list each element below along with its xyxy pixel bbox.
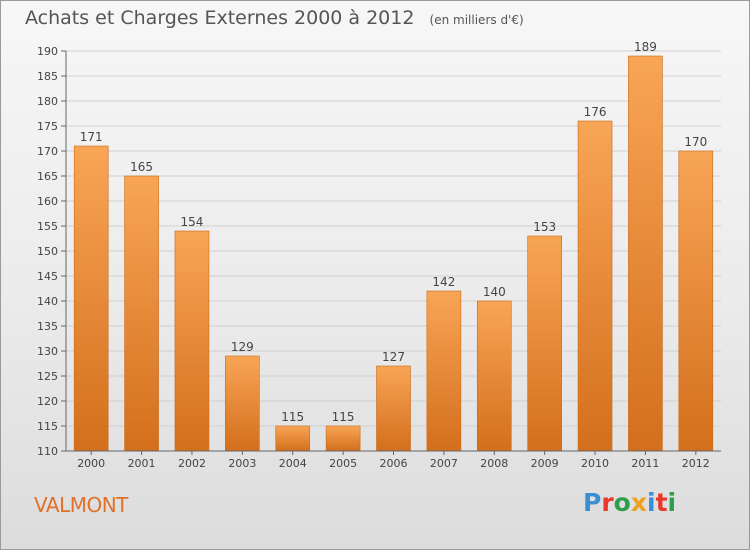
x-tick-label-2007: 2007 — [430, 457, 458, 470]
x-tick-label-2001: 2001 — [128, 457, 156, 470]
axes — [61, 50, 721, 455]
logo-letter: o — [613, 488, 631, 517]
labels: 110 115 120 125 130 135 140 145 150 155 160 165 170 1… — [37, 40, 710, 470]
value-label-2012: 170 — [684, 135, 707, 149]
value-label-2010: 176 — [584, 105, 607, 119]
bar-2003 — [225, 355, 260, 452]
y-tick-label: 170 — [37, 145, 58, 158]
bar-2000 — [73, 145, 109, 452]
x-tick-label-2006: 2006 — [380, 457, 408, 470]
x-tick-label-2011: 2011 — [631, 457, 659, 470]
value-label-2009: 153 — [533, 220, 556, 234]
y-tick-label: 110 — [37, 445, 58, 458]
y-tick-label: 135 — [37, 320, 58, 333]
logo-letter: t — [655, 488, 668, 517]
value-label-2002: 154 — [181, 215, 204, 229]
y-tick-label: 115 — [37, 420, 58, 433]
y-tick-label: 120 — [37, 395, 58, 408]
value-label-2006: 127 — [382, 350, 405, 364]
value-label-2000: 171 — [80, 130, 103, 144]
x-tick-label-2002: 2002 — [178, 457, 206, 470]
logo-letter: i — [667, 488, 677, 517]
bar-2007 — [426, 290, 462, 452]
logo-letter: P — [583, 488, 602, 517]
y-tick-label: 180 — [37, 95, 58, 108]
y-tick-label: 160 — [37, 195, 58, 208]
title-row: Achats et Charges Externes 2000 à 2012 (… — [25, 7, 524, 29]
logo-letter: x — [630, 488, 647, 517]
x-tick-label-2010: 2010 — [581, 457, 609, 470]
bar-2010 — [577, 120, 613, 452]
x-tick-label-2005: 2005 — [329, 457, 357, 470]
commune-name: VALMONT — [34, 493, 128, 517]
x-tick-label-2000: 2000 — [77, 457, 105, 470]
x-tick-label-2003: 2003 — [228, 457, 256, 470]
bar-2001 — [124, 175, 159, 452]
value-label-2008: 140 — [483, 285, 506, 299]
y-tick-label: 190 — [37, 45, 58, 58]
y-tick-label: 150 — [37, 245, 58, 258]
value-label-2003: 129 — [231, 340, 254, 354]
bar-2004 — [275, 425, 311, 452]
y-tick-label: 130 — [37, 345, 58, 358]
y-tick-label: 125 — [37, 370, 58, 383]
y-tick-label: 165 — [37, 170, 58, 183]
y-tick-label: 185 — [37, 70, 58, 83]
y-tick-label: 155 — [37, 220, 58, 233]
y-tick-label: 140 — [37, 295, 58, 308]
x-tick-label-2009: 2009 — [531, 457, 559, 470]
value-label-2001: 165 — [130, 160, 153, 174]
value-label-2011: 189 — [634, 40, 657, 54]
value-label-2004: 115 — [281, 410, 304, 424]
chart-subtitle: (en milliers d'€) — [429, 13, 524, 27]
bar-2011 — [628, 55, 663, 452]
logo-letter: i — [647, 488, 656, 517]
bar-2012 — [678, 150, 714, 452]
value-label-2007: 142 — [432, 275, 455, 289]
value-label-2005: 115 — [332, 410, 355, 424]
logo-letter: r — [601, 488, 614, 517]
x-tick-label-2004: 2004 — [279, 457, 307, 470]
bar-2008 — [476, 300, 512, 452]
chart-title: Achats et Charges Externes 2000 à 2012 — [25, 7, 415, 29]
bars — [73, 55, 714, 452]
y-tick-label: 175 — [37, 120, 58, 133]
bar-2005 — [325, 425, 361, 452]
bar-2002 — [174, 230, 210, 452]
proxiti-logo: Proxiti — [583, 488, 676, 517]
bar-2006 — [376, 365, 411, 452]
y-tick-label: 145 — [37, 270, 58, 283]
x-tick-label-2008: 2008 — [480, 457, 508, 470]
x-tick-label-2012: 2012 — [682, 457, 710, 470]
bar-2009 — [527, 235, 562, 452]
